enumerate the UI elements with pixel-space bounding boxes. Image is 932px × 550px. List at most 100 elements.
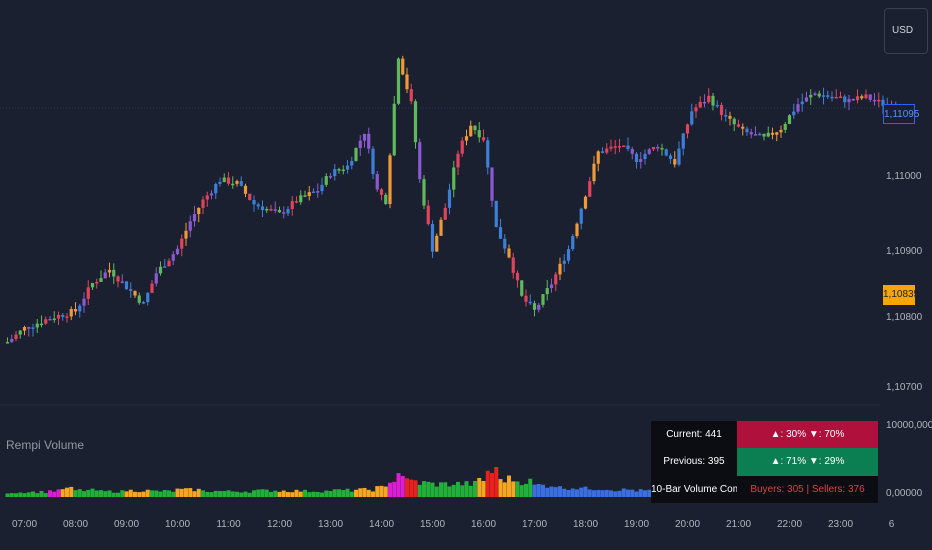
volume-bar bbox=[188, 488, 193, 497]
candle bbox=[22, 327, 27, 331]
candle bbox=[413, 101, 418, 143]
candle bbox=[872, 99, 877, 102]
candle bbox=[490, 167, 494, 201]
candle bbox=[860, 96, 864, 99]
volume-bar bbox=[392, 481, 397, 497]
volume-bar bbox=[269, 491, 273, 497]
candle bbox=[609, 146, 613, 149]
candle bbox=[549, 284, 554, 289]
candle bbox=[180, 238, 184, 249]
volume-bar bbox=[218, 491, 222, 497]
candle bbox=[775, 132, 779, 135]
volume-bar bbox=[409, 479, 414, 497]
candle bbox=[503, 238, 507, 249]
volume-bar bbox=[600, 490, 605, 497]
price-tick: 1,10700 bbox=[886, 382, 923, 393]
volume-bar bbox=[558, 486, 562, 497]
candle bbox=[626, 145, 630, 150]
current-price-label: 1,10835 bbox=[883, 285, 919, 305]
volume-bar bbox=[290, 492, 295, 497]
volume-bar bbox=[39, 490, 44, 497]
candle bbox=[150, 283, 154, 293]
volume-bar bbox=[9, 493, 14, 497]
candle bbox=[511, 257, 515, 273]
candle bbox=[864, 94, 868, 99]
volume-bar bbox=[31, 491, 35, 497]
candle bbox=[532, 303, 537, 310]
candle bbox=[5, 342, 10, 344]
candle bbox=[596, 151, 600, 164]
volume-bar bbox=[141, 491, 146, 497]
candle bbox=[426, 205, 430, 224]
candle bbox=[498, 227, 503, 239]
volume-bar bbox=[201, 490, 205, 497]
volume-bar bbox=[430, 482, 435, 497]
volume-bar bbox=[311, 491, 316, 497]
volume-bar bbox=[256, 489, 261, 497]
volume-tick: 10000,00000 bbox=[886, 420, 932, 431]
candle bbox=[354, 148, 358, 161]
candle bbox=[634, 153, 639, 162]
candle bbox=[592, 163, 596, 182]
volume-bar bbox=[468, 485, 473, 497]
volume-bar bbox=[638, 489, 643, 497]
current-volume-cell: Current: 441 bbox=[651, 421, 737, 449]
candle bbox=[753, 134, 758, 136]
candle bbox=[566, 249, 571, 261]
candle bbox=[78, 305, 82, 312]
volume-bar bbox=[456, 481, 460, 497]
volume-bar bbox=[103, 491, 108, 497]
candle bbox=[82, 298, 86, 306]
volume-bar bbox=[613, 491, 618, 497]
volume-bar bbox=[94, 490, 99, 497]
candle bbox=[201, 199, 205, 208]
volume-bar bbox=[124, 491, 129, 497]
candle bbox=[184, 230, 188, 239]
volume-bar bbox=[383, 486, 388, 497]
volume-bar bbox=[69, 486, 74, 497]
candle bbox=[690, 111, 694, 125]
candle bbox=[345, 165, 350, 170]
candle bbox=[44, 319, 48, 324]
candle bbox=[677, 148, 681, 165]
volume-bar bbox=[18, 492, 23, 497]
volume-bar bbox=[439, 482, 443, 497]
time-tick: 22:00 bbox=[776, 519, 803, 530]
time-tick: 18:00 bbox=[572, 519, 599, 530]
candle bbox=[120, 281, 124, 283]
volume-bar bbox=[247, 492, 252, 497]
candle bbox=[469, 125, 473, 137]
indicator-title[interactable]: Rempi Volume bbox=[6, 438, 85, 452]
candle bbox=[575, 223, 579, 237]
volume-bar bbox=[371, 491, 375, 497]
volume-bar bbox=[48, 490, 52, 497]
candle bbox=[52, 318, 56, 321]
volume-bar bbox=[358, 488, 363, 497]
candle bbox=[205, 195, 209, 200]
currency-button[interactable]: USD bbox=[884, 8, 928, 54]
candle bbox=[847, 98, 851, 103]
time-tick: 16:00 bbox=[470, 519, 497, 530]
candle bbox=[61, 314, 65, 317]
volume-bar bbox=[345, 488, 350, 497]
candle bbox=[452, 167, 456, 190]
candle bbox=[868, 94, 872, 100]
candle bbox=[362, 133, 367, 141]
volume-bar bbox=[167, 490, 171, 497]
volume-bar bbox=[626, 489, 630, 497]
volume-bar bbox=[184, 488, 188, 497]
volume-bar bbox=[507, 475, 511, 497]
volume-bar bbox=[60, 489, 65, 497]
volume-bar bbox=[175, 488, 180, 497]
candle bbox=[99, 278, 103, 282]
volume-bar bbox=[490, 472, 494, 497]
candle bbox=[337, 169, 341, 171]
volume-bar bbox=[171, 491, 176, 497]
candle bbox=[732, 118, 736, 125]
candle bbox=[456, 153, 460, 168]
candle bbox=[90, 283, 95, 288]
volume-bar bbox=[473, 480, 477, 497]
volume-bar bbox=[14, 493, 18, 497]
candle bbox=[375, 174, 379, 190]
